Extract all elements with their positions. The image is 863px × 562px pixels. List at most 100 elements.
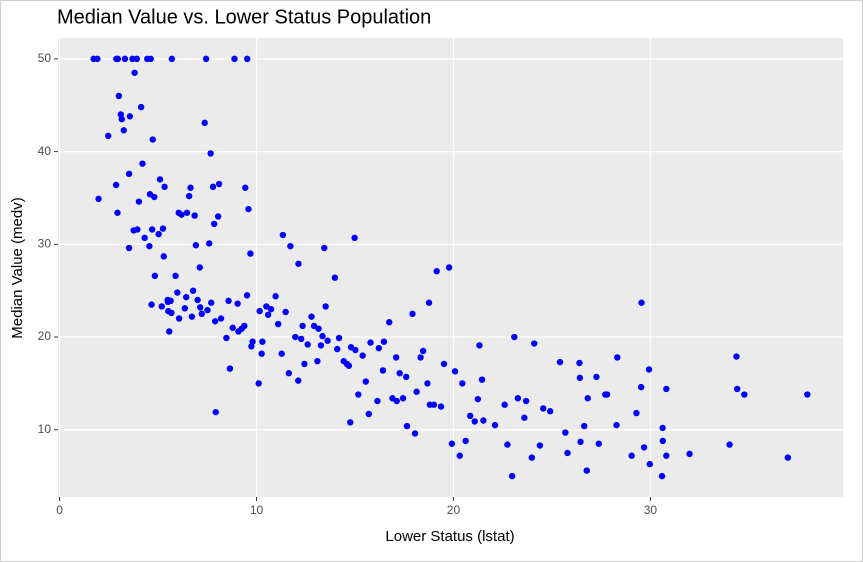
point: [151, 193, 158, 201]
points: [90, 55, 811, 480]
point: [151, 272, 159, 280]
point: [374, 397, 381, 405]
point: [583, 467, 590, 474]
point: [445, 264, 453, 271]
point: [272, 293, 279, 300]
point: [334, 345, 341, 353]
point: [215, 180, 223, 188]
point: [141, 234, 148, 242]
point: [379, 367, 387, 374]
point: [726, 441, 733, 448]
point: [301, 360, 308, 368]
point: [345, 362, 353, 369]
point: [112, 181, 120, 189]
point: [576, 374, 584, 382]
y-tick-label: 30: [38, 236, 52, 250]
point: [158, 303, 165, 310]
point: [201, 119, 208, 127]
point: [365, 410, 372, 418]
point: [351, 234, 358, 242]
point: [804, 391, 811, 398]
point: [546, 408, 554, 415]
point: [628, 452, 635, 459]
point: [187, 184, 194, 191]
point: [734, 385, 741, 393]
point: [231, 55, 238, 63]
point: [181, 305, 189, 312]
point: [686, 450, 693, 458]
point: [352, 346, 359, 354]
point: [335, 334, 343, 342]
point: [258, 350, 265, 357]
point: [217, 315, 225, 322]
point: [480, 417, 487, 424]
point: [733, 353, 740, 360]
point: [308, 313, 315, 320]
point: [530, 340, 538, 347]
point: [562, 429, 569, 436]
point: [511, 333, 518, 341]
point: [556, 358, 564, 366]
point: [229, 324, 236, 331]
point: [396, 370, 403, 377]
point: [322, 303, 329, 310]
point: [536, 442, 544, 449]
point: [196, 304, 204, 311]
y-axis-title: Median Value (medv): [9, 197, 26, 338]
point: [471, 418, 478, 425]
y-tick-label: 20: [38, 329, 52, 343]
x-tick-label: 20: [447, 503, 461, 517]
point: [393, 397, 400, 405]
point: [113, 55, 120, 63]
point: [259, 338, 266, 345]
grid: [58, 38, 843, 497]
point: [321, 244, 328, 252]
point: [375, 344, 383, 352]
point: [244, 55, 251, 63]
point: [196, 264, 203, 271]
point: [245, 205, 252, 213]
point: [355, 391, 362, 398]
point: [94, 55, 101, 63]
point: [659, 437, 667, 445]
point: [367, 339, 374, 346]
point: [149, 136, 156, 143]
point: [105, 132, 112, 140]
point: [603, 391, 611, 398]
point: [191, 212, 198, 219]
point: [225, 297, 232, 305]
point: [131, 69, 138, 76]
point: [194, 296, 201, 304]
point: [210, 220, 218, 228]
point: [298, 335, 305, 343]
point: [593, 373, 600, 381]
point: [114, 209, 121, 216]
point: [637, 383, 645, 391]
point: [514, 395, 522, 402]
point: [646, 460, 654, 468]
point: [121, 55, 129, 63]
point: [161, 183, 168, 191]
point: [247, 250, 254, 257]
y-tick-label: 40: [38, 144, 52, 158]
point: [462, 437, 469, 445]
point: [474, 395, 482, 403]
point: [317, 342, 325, 349]
point: [613, 421, 620, 429]
point: [185, 192, 193, 200]
point: [134, 226, 141, 233]
point: [319, 332, 326, 340]
point: [741, 391, 748, 398]
point: [417, 354, 424, 361]
point: [314, 357, 321, 365]
point: [242, 184, 249, 191]
point: [347, 419, 354, 426]
y-tick-label: 10: [38, 422, 52, 436]
point: [278, 350, 285, 357]
point: [287, 242, 294, 250]
point: [413, 388, 420, 395]
point: [264, 311, 272, 318]
point: [522, 397, 530, 405]
point: [658, 472, 666, 480]
point: [581, 422, 588, 430]
